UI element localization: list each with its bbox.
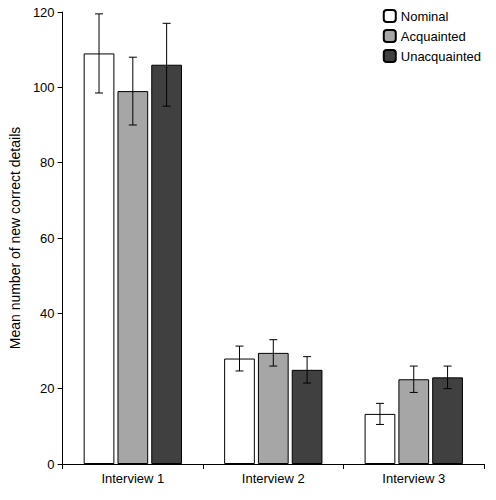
svg-text:Interview 3: Interview 3 xyxy=(382,471,445,486)
svg-text:100: 100 xyxy=(33,80,55,95)
svg-text:80: 80 xyxy=(40,155,54,170)
svg-text:40: 40 xyxy=(40,306,54,321)
svg-text:120: 120 xyxy=(33,5,55,20)
svg-text:Mean number of new correct det: Mean number of new correct details xyxy=(7,127,23,350)
svg-text:60: 60 xyxy=(40,231,54,246)
svg-text:Unacquainted: Unacquainted xyxy=(401,49,481,64)
svg-text:0: 0 xyxy=(47,457,54,472)
svg-text:Nominal: Nominal xyxy=(401,9,449,24)
svg-text:Acquainted: Acquainted xyxy=(401,29,466,44)
svg-text:20: 20 xyxy=(40,381,54,396)
svg-text:Interview 1: Interview 1 xyxy=(101,471,164,486)
svg-text:Interview 2: Interview 2 xyxy=(242,471,305,486)
